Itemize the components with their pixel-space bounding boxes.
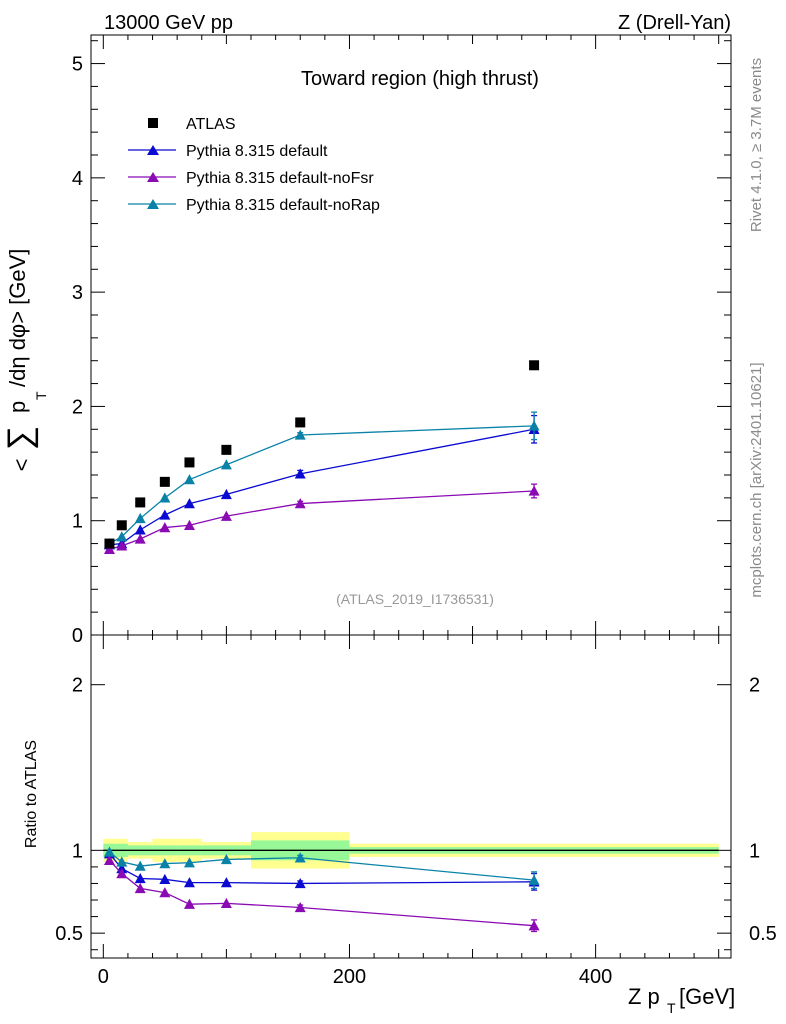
ratio-noFsr-point [134, 882, 146, 894]
x-tick-label: 0 [98, 966, 109, 988]
ratio-noFsr-point [159, 887, 171, 898]
ratio-noFsr-point [220, 897, 232, 909]
ratio-noFsr-point [183, 898, 195, 909]
legend-norap-label: Pythia 8.315 default-noRap [186, 197, 380, 214]
main-noRap-point [134, 512, 146, 524]
legend-default-marker [147, 145, 159, 155]
ratio-noRap-point [294, 852, 306, 863]
legend: ATLAS Pythia 8.315 default Pythia 8.315 … [128, 116, 380, 214]
main-default-point [220, 488, 232, 500]
ratio-panel-frame [90, 634, 732, 959]
x-tick-label: 200 [333, 966, 366, 988]
ratio-default-point [294, 877, 306, 889]
y-label-p: p [5, 401, 30, 413]
ratio-noFsr-point [528, 920, 540, 931]
main-atlas-point [295, 417, 306, 428]
ratio-y-tick-label-left: 1 [72, 840, 83, 862]
x-label-sub-t: T [667, 1000, 676, 1016]
mcplots-label: mcplots.cern.ch [arXiv:2401.10621] [748, 362, 765, 597]
ratio-noRap-point [220, 853, 232, 865]
main-y-axis-label: < ∑ p T /dη dφ> [GeV] [1, 249, 49, 472]
rivet-version-label: Rivet 4.1.0, ≥ 3.7M events [748, 58, 765, 232]
ratio-y-tick-label-right: 1 [749, 840, 760, 862]
legend-default-label: Pythia 8.315 default [186, 143, 328, 160]
ratio-y-axis-label: Ratio to ATLAS [23, 740, 40, 848]
main-y-tick-label: 4 [72, 168, 83, 190]
header-process: Z (Drell-Yan) [618, 12, 731, 34]
ratio-default-point [220, 877, 232, 888]
main-noFsr-point [116, 540, 128, 551]
main-noFsr-point [159, 522, 171, 533]
legend-atlas-marker [148, 118, 158, 128]
main-default-point [159, 509, 171, 520]
legend-nofsr-label: Pythia 8.315 default-noFsr [186, 170, 374, 187]
ratio-noFsr-point [103, 854, 115, 865]
main-noFsr-point [220, 510, 232, 521]
plot-axes: 0 200 400 0 1 2 3 4 5 0.5 0.5 1 1 2 2 [55, 34, 777, 988]
x-label-unit: [GeV] [679, 984, 735, 1009]
y-label-sum: ∑ [1, 426, 39, 450]
ratio-noFsr-point [116, 868, 128, 879]
main-atlas-point [529, 360, 540, 371]
ratio-noRap-point [528, 874, 540, 885]
main-default-point [134, 524, 146, 535]
main-noFsr-point [294, 498, 306, 509]
main-noRap-point [116, 531, 128, 542]
data-series [103, 360, 540, 933]
ratio-noFsr-line [108, 859, 535, 927]
ratio-noFsr-point [294, 901, 306, 913]
main-noRap-point [183, 474, 195, 485]
main-atlas-point [135, 497, 146, 508]
ratio-y-tick-label-right: 0.5 [749, 923, 777, 945]
main-atlas-point [221, 444, 232, 455]
ratio-default-point [183, 877, 195, 888]
main-noFsr-point [183, 519, 195, 530]
y-label-open: < [9, 459, 34, 472]
main-y-tick-label: 0 [72, 625, 83, 647]
main-noFsr-point [528, 485, 540, 496]
main-atlas-point [104, 538, 115, 549]
ratio-noRap-point [183, 857, 195, 868]
legend-nofsr-marker [147, 172, 159, 182]
main-noRap-point [220, 459, 232, 470]
legend-atlas-label: ATLAS [186, 116, 236, 133]
analysis-tag: (ATLAS_2019_I1736531) [336, 591, 494, 607]
x-label-zp: Z p [628, 984, 660, 1009]
main-noFsr-point [134, 533, 146, 544]
main-atlas-point [116, 520, 127, 531]
main-panel-title: Toward region (high thrust) [301, 68, 539, 90]
ratio-y-tick-label-left: 2 [72, 675, 83, 697]
ratio-noRap-point [134, 860, 146, 871]
ratio-noRap-point [103, 846, 115, 857]
main-y-tick-label: 1 [72, 511, 83, 533]
header-energy: 13000 GeV pp [104, 12, 233, 34]
main-y-tick-label: 5 [72, 54, 83, 76]
main-noRap-line [109, 425, 535, 545]
main-y-tick-label: 2 [72, 396, 83, 418]
main-noFsr-line [109, 490, 535, 550]
main-y-tick-label: 3 [72, 282, 83, 304]
legend-norap-marker [147, 199, 159, 209]
main-default-point [294, 468, 306, 479]
main-noFsr-point [103, 543, 115, 554]
ratio-noRap-point [159, 858, 171, 869]
ratio-y-tick-label-left: 0.5 [55, 923, 83, 945]
main-noRap-point [294, 429, 306, 440]
main-atlas-point [184, 457, 195, 468]
ratio-default-point [134, 872, 146, 884]
main-noRap-point [528, 420, 540, 431]
ratio-uncertainty-band [103, 832, 719, 869]
ratio-default-point [159, 873, 171, 884]
main-atlas-point [159, 476, 170, 487]
y-label-rest: /dη dφ> [GeV] [5, 249, 30, 387]
x-tick-label: 400 [579, 966, 612, 988]
x-axis-label: Z p T [GeV] [628, 984, 735, 1016]
ratio-y-tick-label-right: 2 [749, 675, 760, 697]
main-noRap-point [159, 492, 171, 503]
ratio-noRap-point [116, 856, 128, 867]
main-default-point [183, 498, 195, 509]
y-label-sub-t: T [33, 391, 49, 400]
